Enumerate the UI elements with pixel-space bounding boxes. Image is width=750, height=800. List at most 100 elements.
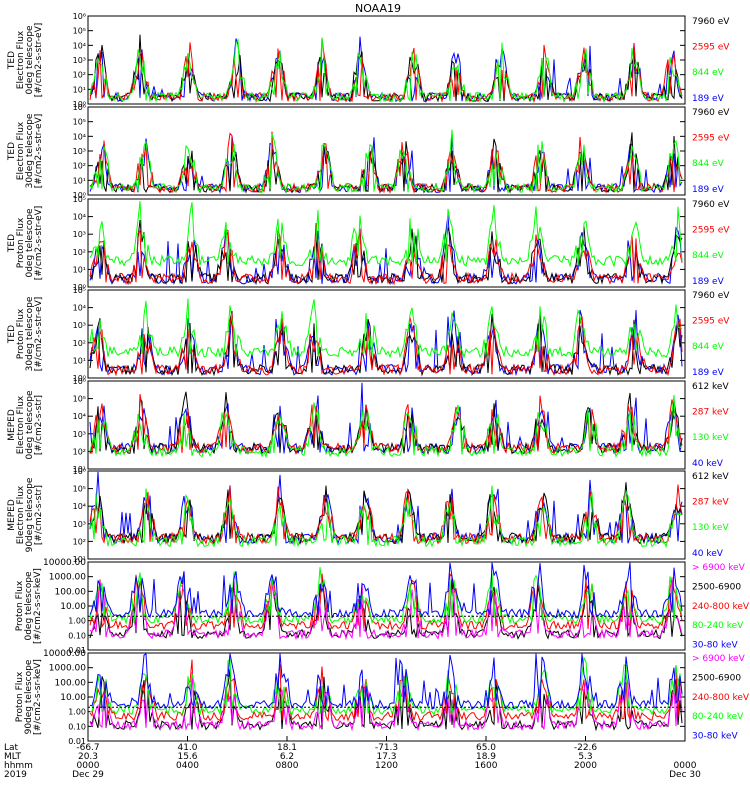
legend-entry: 2500-6900: [692, 673, 741, 683]
series-trace: [89, 131, 683, 195]
y-tick-label: 10⁰: [73, 191, 86, 200]
x-tick-label: 0800: [276, 761, 299, 771]
y-tick-label: 10²: [73, 71, 86, 80]
y-tick-label: 1.00: [68, 617, 86, 626]
x-axis-row-label: 2019: [4, 770, 27, 780]
y-axis-label: [#/cm2-s-str-eV]: [34, 114, 44, 189]
legend-entry: 80-240 keV: [692, 621, 744, 631]
y-tick-label: 1000.00: [49, 664, 86, 674]
series-trace: [89, 298, 683, 360]
y-axis-label: [#/cm2-s-str]: [34, 395, 44, 455]
y-tick-label: 0.01: [68, 737, 86, 746]
legend-entry: 287 keV: [692, 498, 729, 508]
y-tick-label: 10.00: [60, 602, 86, 612]
panel-frame: [87, 198, 686, 288]
y-tick-label: 10⁴: [73, 502, 86, 511]
y-tick-label: 10²: [73, 162, 86, 171]
panel-frame: [87, 15, 686, 105]
x-tick-label: -71.3: [375, 743, 398, 753]
y-tick-label: 1.00: [68, 708, 86, 717]
y-axis-label: MEPED: [7, 499, 17, 531]
panel-meped-proton-90deg: 0.01 0.10 1.00 10.00 100.00 1000.00 10000.00 Pr…: [15, 649, 750, 746]
y-tick-label: 10⁴: [73, 304, 86, 313]
legend-entry: 2595 eV: [692, 317, 730, 327]
legend-entry: 844 eV: [692, 251, 725, 261]
y-axis-label: [#/cm2-s-str-eV]: [34, 206, 44, 281]
y-axis-label: MEPED: [7, 409, 17, 441]
legend-entry: > 6900 keV: [692, 654, 746, 664]
y-axis-label: TED: [7, 51, 17, 70]
y-tick-label: 10⁰: [73, 374, 86, 383]
y-tick-label: 10⁴: [73, 412, 86, 421]
x-tick-label: 0000: [674, 761, 697, 771]
y-axis-label: 0deg telescope: [25, 208, 35, 278]
y-tick-label: 10⁰: [73, 100, 86, 109]
panel-ted-electron-0deg: 10⁰ 10¹ 10² 10³ 10⁴ 10⁵ 10⁶ TED Electron Flux 0de…: [7, 12, 730, 109]
y-axis-label: [#/cm2-s-str-eV]: [34, 23, 44, 98]
y-tick-label: 10¹: [73, 465, 86, 474]
x-tick-label: 41.0: [177, 743, 197, 753]
x-tick-label: 5.3: [578, 752, 592, 762]
y-axis-label: Electron Flux: [16, 121, 26, 180]
y-tick-label: 10⁴: [73, 132, 86, 141]
legend-entry: 7960 eV: [692, 200, 730, 210]
series-trace: [89, 223, 683, 286]
legend-entry: 844 eV: [692, 68, 725, 78]
figure-title: NOAA19: [355, 2, 401, 15]
panel-ted-proton-30deg: 10⁰ 10¹ 10² 10³ 10⁴ 10⁵ TED Proton Flux 30deg te…: [7, 286, 730, 383]
legend-entry: 240-800 keV: [692, 693, 750, 703]
y-axis-label: 90deg telescope: [25, 477, 35, 552]
x-tick-label: -66.7: [76, 743, 99, 753]
y-axis-label: Proton Flux: [15, 671, 25, 722]
y-tick-label: 10⁰: [73, 283, 86, 292]
series-trace: [89, 395, 683, 459]
y-tick-label: 10²: [73, 248, 86, 257]
x-tick-label: Dec 30: [669, 770, 701, 780]
series-trace: [89, 485, 683, 549]
x-axis-row-label: MLT: [4, 752, 22, 762]
y-tick-label: 10⁶: [73, 103, 86, 112]
y-tick-label: 10¹: [73, 85, 86, 94]
y-tick-label: 10²: [73, 447, 86, 456]
legend-entry: 30-80 keV: [692, 732, 738, 742]
legend-entry: 844 eV: [692, 159, 725, 169]
legend-entry: 240-800 keV: [692, 602, 750, 612]
y-axis-label: TED: [7, 142, 17, 161]
legend-entry: > 6900 keV: [692, 563, 746, 573]
legend-entry: 7960 eV: [692, 291, 730, 301]
y-tick-label: 10³: [73, 321, 86, 330]
y-axis-label: 0deg telescope: [25, 390, 35, 460]
legend-entry: 2500-6900: [692, 582, 741, 592]
y-tick-label: 10³: [73, 520, 86, 529]
y-tick-label: 10⁴: [73, 41, 86, 50]
y-tick-label: 10¹: [73, 176, 86, 185]
series-trace: [89, 313, 683, 377]
panel-frame: [87, 106, 686, 196]
legend-entry: 30-80 keV: [692, 641, 738, 651]
legend-entry: 80-240 keV: [692, 712, 744, 722]
legend-entry: 612 keV: [692, 472, 729, 482]
y-tick-label: 10.00: [60, 693, 86, 703]
y-tick-label: 10³: [73, 147, 86, 156]
y-tick-label: 10000.00: [43, 558, 86, 568]
series-trace: [89, 652, 683, 711]
y-tick-label: 10⁴: [73, 213, 86, 222]
y-axis-label: TED: [7, 325, 17, 344]
y-tick-label: 0.01: [68, 646, 86, 655]
x-tick-label: 20.3: [78, 752, 98, 762]
y-tick-label: 10⁶: [73, 12, 86, 21]
y-tick-label: 10000.00: [43, 649, 86, 659]
y-tick-label: 100.00: [55, 587, 87, 597]
y-tick-label: 10⁵: [73, 195, 86, 204]
y-axis-label: [#/cm2-s-sr-keV]: [33, 659, 43, 735]
y-tick-label: 10⁵: [73, 395, 86, 404]
series-trace: [89, 577, 683, 641]
series-trace: [90, 394, 683, 455]
x-tick-label: 18.9: [476, 752, 496, 762]
y-axis-label: 90deg telescope: [24, 659, 34, 734]
y-tick-label: 10³: [73, 230, 86, 239]
panel-ted-electron-30deg: 10⁰ 10¹ 10² 10³ 10⁴ 10⁵ 10⁶ TED Electron Flux 30d…: [7, 103, 730, 200]
y-tick-label: 0.10: [68, 631, 86, 640]
legend-entry: 7960 eV: [692, 17, 730, 27]
x-tick-label: 6.2: [280, 752, 294, 762]
